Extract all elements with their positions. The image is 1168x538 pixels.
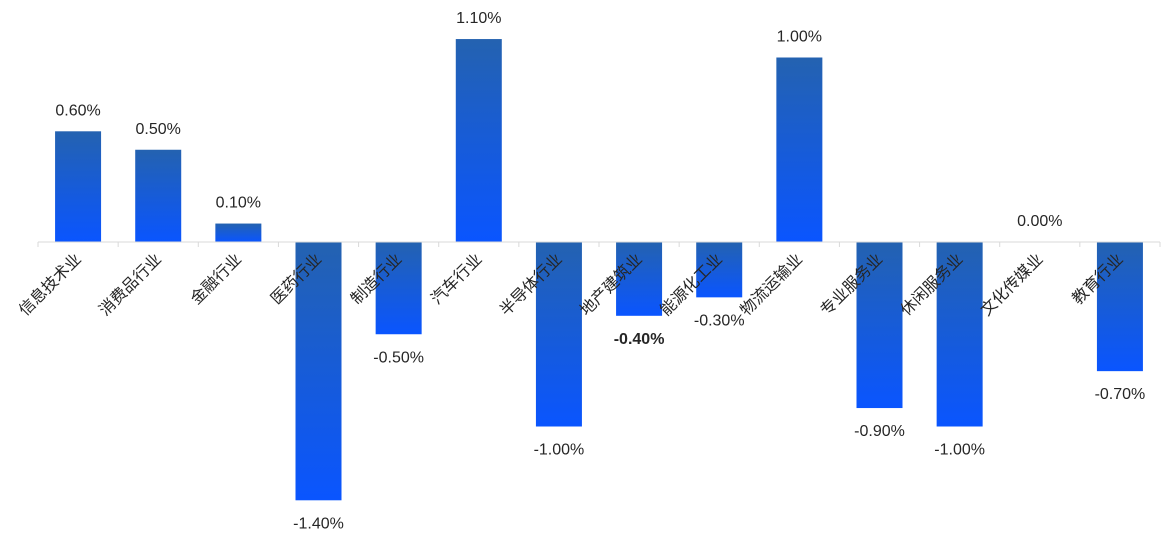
category-label: 金融行业 [186, 249, 245, 308]
category-label: 文化传媒业 [977, 249, 1047, 319]
data-label: -1.00% [934, 442, 985, 459]
data-label: -0.30% [694, 312, 745, 329]
bar [215, 223, 262, 242]
bar [535, 242, 582, 427]
bar [616, 242, 663, 316]
data-label: 1.10% [456, 10, 501, 27]
data-label: -0.40% [614, 331, 665, 348]
bar [856, 242, 903, 409]
bar [295, 242, 342, 501]
bar [455, 39, 502, 242]
bar [776, 57, 823, 242]
data-label: 0.10% [216, 195, 261, 212]
data-label: 0.60% [55, 102, 100, 119]
category-label: 汽车行业 [427, 249, 486, 308]
bar [1096, 242, 1143, 372]
bars-group [55, 39, 1143, 501]
data-label: -1.00% [534, 442, 585, 459]
data-label: 1.00% [777, 29, 822, 46]
data-label: -0.90% [854, 423, 905, 440]
bar [696, 242, 743, 298]
bar [55, 131, 102, 242]
data-labels-group: 0.60% 0.50% 0.10% -1.40% -0.50% 1.10% -1.00% -0… [55, 10, 1145, 532]
bar [375, 242, 422, 335]
bar [135, 149, 182, 242]
bar [936, 242, 983, 427]
category-label: 物流运输业 [736, 249, 806, 319]
x-axis-ticks [37, 242, 1161, 247]
data-label: -1.40% [293, 515, 344, 532]
data-label: 0.50% [136, 121, 181, 138]
category-label: 消费品行业 [95, 249, 165, 319]
category-label: 信息技术业 [15, 249, 85, 319]
data-label: -0.70% [1095, 386, 1146, 403]
data-label: 0.00% [1017, 213, 1062, 230]
data-label: -0.50% [373, 349, 424, 366]
